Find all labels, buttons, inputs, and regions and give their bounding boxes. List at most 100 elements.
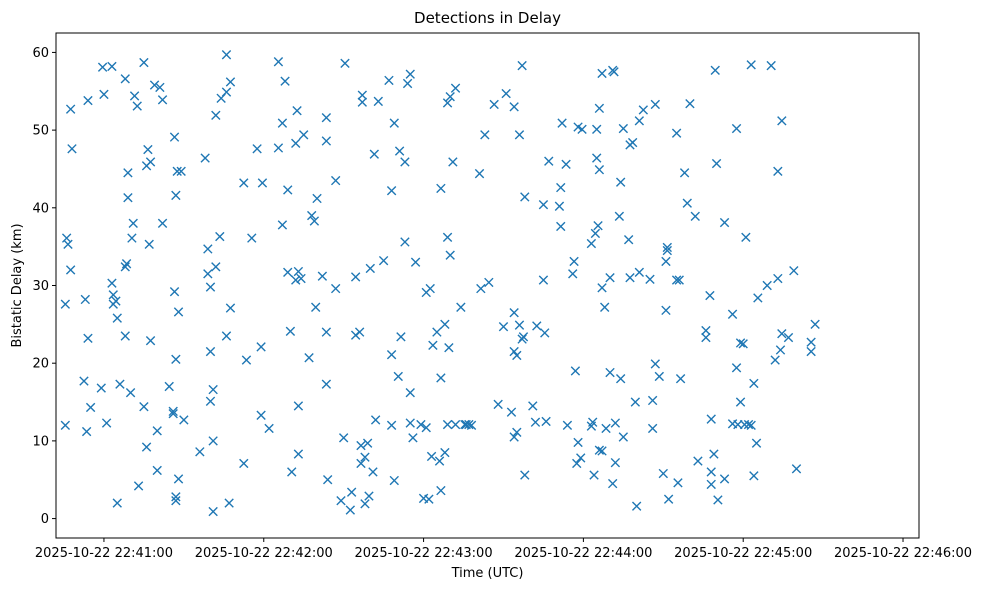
data-point-marker bbox=[561, 159, 571, 169]
data-point-marker bbox=[257, 178, 268, 188]
data-point-marker bbox=[530, 417, 541, 427]
data-point-marker bbox=[287, 467, 297, 477]
data-point-marker bbox=[208, 506, 218, 517]
data-point-marker bbox=[405, 418, 415, 428]
data-point-marker bbox=[605, 273, 615, 283]
data-point-marker bbox=[283, 267, 293, 277]
data-point-marker bbox=[65, 265, 76, 275]
data-point-marker bbox=[145, 335, 156, 346]
data-point-marker bbox=[211, 262, 221, 272]
data-point-marker bbox=[164, 381, 174, 392]
plot-frame bbox=[55, 32, 920, 539]
data-point-marker bbox=[356, 440, 366, 451]
data-point-marker bbox=[625, 273, 635, 283]
y-axis-ticks: 0 10 20 30 40 50 60 bbox=[32, 46, 56, 527]
data-point-marker bbox=[719, 217, 730, 228]
data-point-marker bbox=[532, 321, 542, 331]
y-tick-label: 60 bbox=[32, 46, 49, 61]
data-point-marker bbox=[661, 305, 671, 316]
data-point-marker bbox=[321, 112, 332, 123]
data-point-marker bbox=[81, 426, 92, 437]
data-point-marker bbox=[501, 88, 511, 99]
data-point-marker bbox=[96, 383, 106, 393]
data-point-marker bbox=[618, 432, 629, 442]
data-point-marker bbox=[393, 371, 403, 382]
data-point-marker bbox=[280, 76, 290, 86]
data-point-marker bbox=[264, 423, 274, 434]
data-point-marker bbox=[247, 233, 257, 243]
data-point-marker bbox=[292, 105, 302, 116]
data-point-marker bbox=[506, 407, 517, 417]
data-points bbox=[60, 50, 820, 517]
data-point-marker bbox=[426, 451, 437, 462]
data-point-marker bbox=[277, 118, 288, 128]
data-point-marker bbox=[701, 325, 711, 336]
y-tick-label: 40 bbox=[32, 201, 49, 216]
data-point-marker bbox=[693, 456, 703, 466]
data-point-marker bbox=[373, 96, 383, 107]
data-point-marker bbox=[108, 290, 118, 300]
data-point-marker bbox=[709, 449, 719, 459]
data-point-marker bbox=[112, 313, 122, 323]
data-point-marker bbox=[346, 487, 357, 497]
data-point-marker bbox=[205, 346, 216, 357]
data-point-marker bbox=[112, 498, 122, 508]
data-point-marker bbox=[806, 346, 816, 357]
data-point-marker bbox=[562, 420, 573, 431]
data-point-marker bbox=[480, 130, 490, 140]
data-point-marker bbox=[195, 447, 205, 457]
data-point-marker bbox=[618, 123, 629, 134]
data-point-marker bbox=[538, 200, 549, 210]
data-point-marker bbox=[252, 144, 262, 154]
data-point-marker bbox=[405, 69, 415, 79]
data-point-marker bbox=[662, 245, 672, 256]
data-point-marker bbox=[241, 355, 252, 365]
data-point-marker bbox=[389, 475, 399, 486]
data-point-marker bbox=[775, 345, 786, 355]
data-point-marker bbox=[360, 452, 370, 462]
chart-title: Detections in Delay bbox=[414, 9, 561, 27]
data-point-marker bbox=[572, 458, 582, 469]
data-point-marker bbox=[791, 464, 802, 474]
data-point-marker bbox=[120, 262, 130, 272]
data-point-marker bbox=[378, 255, 389, 266]
data-point-marker bbox=[83, 95, 93, 106]
data-point-marker bbox=[647, 423, 658, 434]
data-point-marker bbox=[85, 402, 96, 413]
data-point-marker bbox=[746, 420, 756, 431]
x-axis-ticks: 2025-10-22 22:41:00 2025-10-22 22:42:00 20… bbox=[35, 538, 972, 561]
data-point-marker bbox=[317, 271, 328, 281]
data-point-marker bbox=[733, 419, 743, 430]
data-point-marker bbox=[67, 144, 77, 154]
data-point-marker bbox=[509, 432, 519, 442]
data-point-marker bbox=[743, 419, 754, 430]
data-point-marker bbox=[256, 342, 266, 352]
data-point-marker bbox=[556, 221, 566, 232]
data-point-marker bbox=[493, 399, 503, 410]
data-point-marker bbox=[157, 95, 168, 105]
data-point-marker bbox=[690, 211, 700, 222]
data-point-marker bbox=[706, 414, 716, 424]
data-point-marker bbox=[456, 302, 466, 312]
data-point-marker bbox=[589, 470, 599, 480]
data-point-marker bbox=[650, 99, 661, 110]
data-point-marker bbox=[123, 168, 133, 178]
data-point-marker bbox=[203, 269, 213, 279]
data-point-marker bbox=[614, 211, 625, 222]
data-point-marker bbox=[169, 132, 180, 142]
data-point-marker bbox=[173, 307, 184, 317]
data-point-marker bbox=[573, 437, 583, 448]
data-point-marker bbox=[773, 166, 783, 176]
data-point-marker bbox=[735, 338, 746, 348]
data-point-marker bbox=[107, 61, 117, 72]
data-point-marker bbox=[806, 337, 816, 347]
data-point-marker bbox=[749, 378, 759, 389]
data-point-marker bbox=[200, 153, 210, 163]
data-point-marker bbox=[125, 388, 136, 398]
data-point-marker bbox=[208, 436, 218, 446]
data-point-marker bbox=[256, 410, 266, 420]
data-point-marker bbox=[777, 116, 787, 126]
data-point-marker bbox=[701, 332, 711, 343]
data-point-marker bbox=[594, 165, 605, 175]
data-point-marker bbox=[152, 465, 162, 476]
